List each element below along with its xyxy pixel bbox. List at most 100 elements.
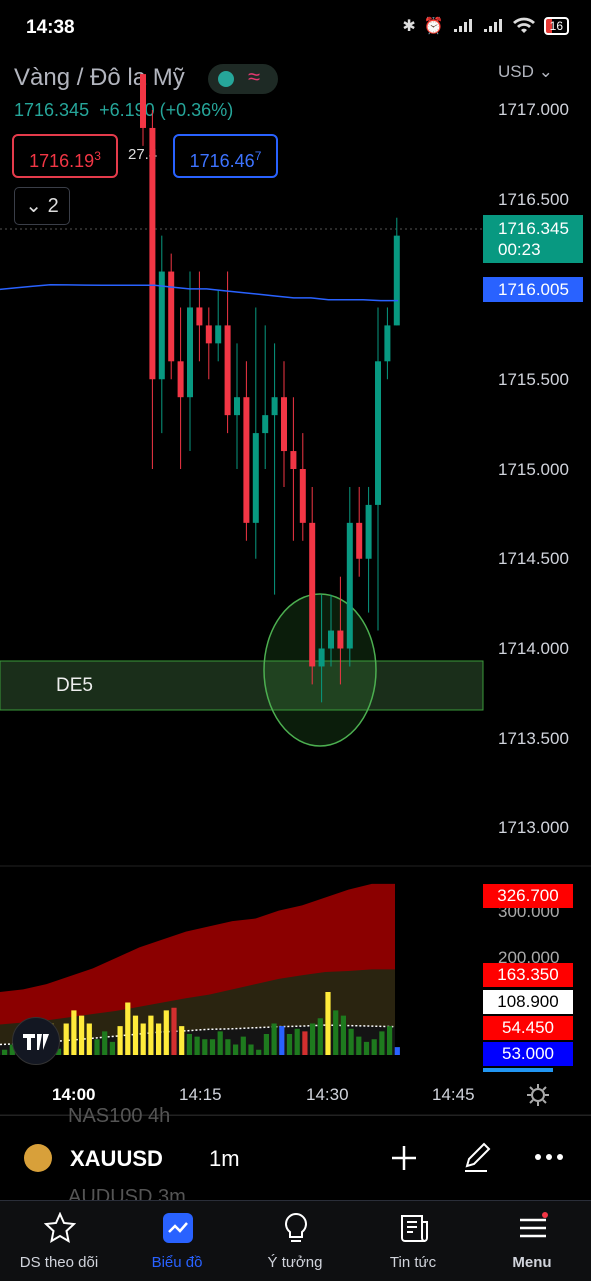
price-axis-label: 1715.500 [498, 370, 569, 389]
sell-price: 1716.19 [29, 151, 95, 171]
price-axis-label: 1713.000 [498, 818, 569, 837]
wave-icon: ≈ [248, 64, 261, 89]
volume-bar [271, 1023, 277, 1055]
candle-body [205, 325, 212, 344]
indicator-count: 2 [47, 195, 59, 217]
symbol-title[interactable]: Vàng / Đô la Mỹ [14, 64, 185, 91]
nav-label: Biểu đồ [151, 1254, 203, 1271]
volume-bar [163, 1010, 169, 1055]
tradingview-logo-icon[interactable] [12, 1017, 60, 1065]
nav-label: Ý tưởng [267, 1254, 323, 1271]
candle-body [243, 397, 250, 523]
candle-body [177, 361, 184, 398]
market-open-dot-icon [218, 71, 234, 87]
ma-price-tag: 1716.005 [483, 277, 583, 302]
nav-ideas[interactable]: Ý tưởng [236, 1200, 354, 1280]
price-axis-label: 1715.000 [498, 460, 569, 479]
sell-button[interactable]: 1716.193 [12, 134, 118, 178]
buy-button[interactable]: 1716.467 [173, 134, 278, 178]
indicators-toggle-button[interactable]: ⌄ 2 [14, 187, 70, 225]
wifi-icon [512, 17, 535, 33]
candle-body [252, 433, 259, 523]
candle-body [356, 522, 363, 559]
settings-gear-icon[interactable] [526, 1083, 550, 1107]
interval-button[interactable]: 1m [209, 1146, 240, 1171]
candle-body [196, 307, 203, 326]
battery-icon: 16 [543, 17, 569, 35]
last-price: 1716.345 [14, 100, 90, 120]
more-options-icon[interactable] [534, 1150, 564, 1164]
star-icon [44, 1212, 76, 1243]
volume-bar [294, 1028, 300, 1055]
time-axis-label: 14:15 [179, 1085, 222, 1104]
volume-bar [325, 992, 331, 1055]
nav-chart[interactable]: Biểu đồ [118, 1200, 236, 1280]
price-axis-label: 1714.000 [498, 639, 569, 658]
ghost-symbol-prev: NAS100 4h [68, 1105, 171, 1127]
volume-bar [348, 1028, 354, 1055]
volume-bar [63, 1023, 69, 1055]
nav-news[interactable]: Tin tức [354, 1200, 472, 1280]
status-time: 14:38 [26, 17, 75, 38]
zone-rect[interactable] [0, 660, 484, 711]
last-price-tag: 1716.345 00:23 [483, 215, 583, 263]
highlight-ellipse[interactable] [263, 593, 377, 747]
volume-bar [302, 1031, 308, 1055]
volume-bar [340, 1015, 346, 1055]
plus-icon[interactable] [390, 1144, 418, 1172]
status-bar: 14:38 ✱ ⏰ 16 [0, 0, 591, 56]
candle-body [318, 648, 325, 667]
pencil-icon[interactable] [461, 1140, 495, 1174]
moving-average-line [0, 283, 398, 302]
buy-price-pip: 7 [254, 149, 262, 163]
price-axis-label: 1714.500 [498, 549, 569, 568]
volume-bar [9, 1044, 15, 1055]
chevron-down-icon: ⌄ [25, 195, 43, 217]
volume-bar [209, 1039, 216, 1055]
volume-bar [279, 1026, 285, 1055]
candle-body [168, 271, 175, 362]
volume-bar [387, 1026, 393, 1055]
volume-bar [202, 1039, 208, 1055]
volume-bar [317, 1018, 323, 1055]
volume-tag-extra [483, 1068, 553, 1072]
volume-bar [179, 1026, 185, 1055]
volume-bar [109, 1041, 115, 1055]
candle-body [158, 271, 165, 380]
volume-bar [156, 1023, 162, 1055]
volume-bar [217, 1031, 223, 1055]
price-change: +6.190 (+0.36%) [99, 100, 234, 120]
volume-bar [186, 1034, 192, 1055]
zone-label: DE5 [56, 675, 93, 696]
price-axis-label: 1716.500 [498, 190, 569, 209]
candle-body [384, 325, 391, 362]
volume-bar [2, 1049, 8, 1055]
price-axis-label: 1713.500 [498, 729, 569, 748]
candle-body [224, 325, 231, 416]
candle-body [365, 504, 372, 559]
volume-bar [394, 1047, 400, 1055]
volume-bar [286, 1034, 293, 1055]
volume-tag: 54.450 [483, 1016, 573, 1040]
currency-label: USD [498, 62, 534, 81]
candle-body [271, 397, 278, 416]
volume-bar [371, 1039, 377, 1055]
signal-icon [453, 19, 472, 32]
volume-bar [225, 1039, 231, 1055]
chevron-down-icon: ⌄ [538, 62, 553, 81]
nav-menu[interactable]: Menu [473, 1200, 591, 1280]
volume-bar [94, 1039, 100, 1055]
market-status-pill[interactable]: ≈ [208, 64, 278, 94]
symbol-ticker-button[interactable]: XAUUSD [70, 1146, 163, 1171]
volume-bar [310, 1023, 316, 1055]
news-icon [401, 1215, 428, 1242]
currency-selector[interactable]: USD ⌄ [498, 62, 553, 82]
volume-bar [379, 1031, 385, 1055]
gold-symbol-icon [24, 1144, 52, 1172]
alarm-icon: ⏰ [423, 18, 444, 35]
nav-watchlist[interactable]: DS theo dõi [0, 1200, 118, 1280]
time-axis-label: 14:45 [432, 1085, 475, 1104]
volume-bar [333, 1010, 339, 1055]
candle-body [187, 307, 193, 398]
